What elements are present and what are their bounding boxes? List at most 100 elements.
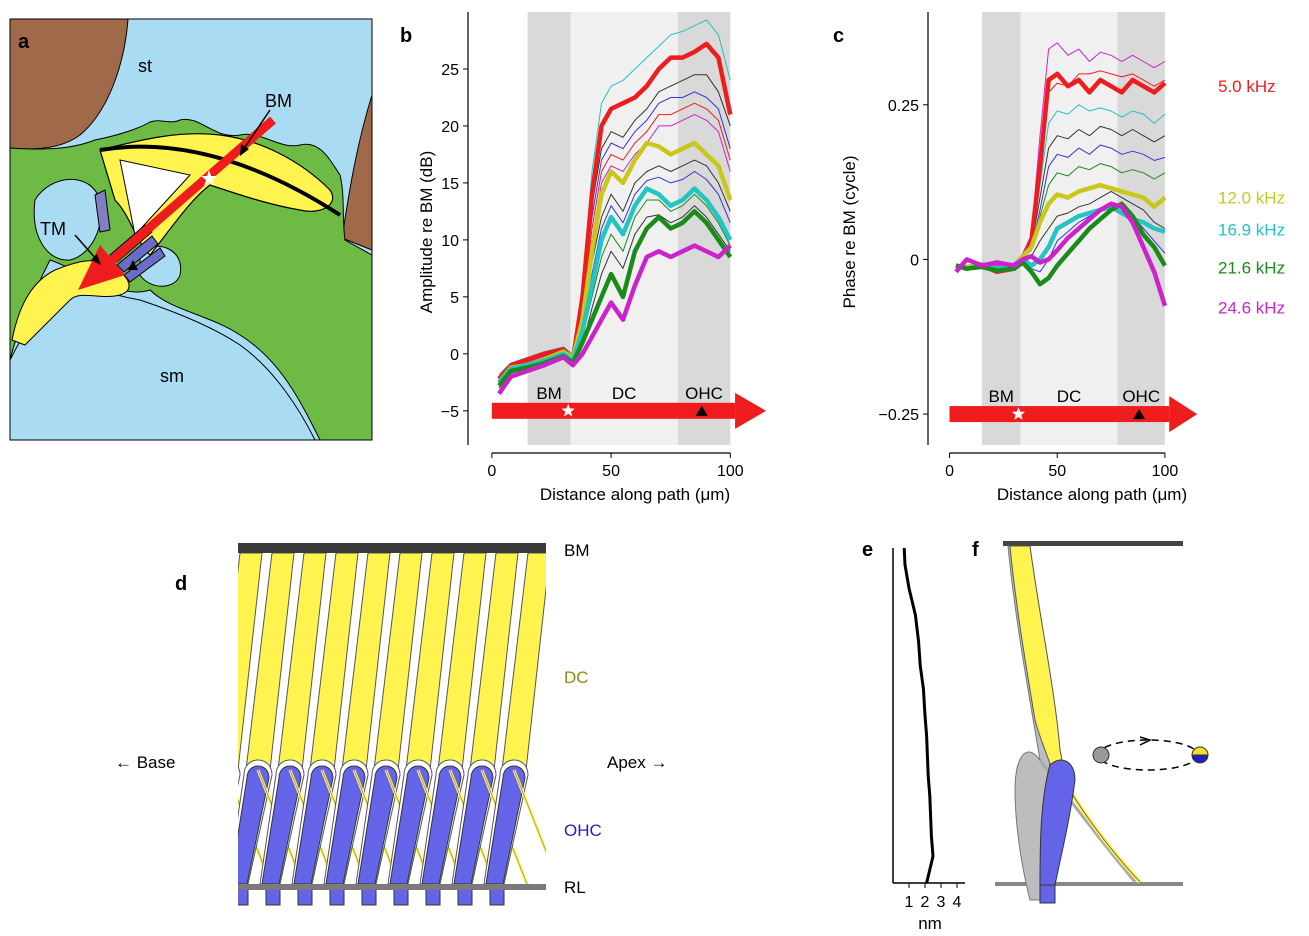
label-dc: DC [564,668,589,687]
ohc-stereocilia [394,888,408,905]
region-label-bm: BM [536,384,562,403]
region-label-ohc: OHC [1122,387,1160,406]
legend-label-24.6khz: 24.6 kHz [1218,299,1285,318]
label-bm: BM [265,91,292,111]
ohc-cup [164,760,208,884]
y-tick-label: 15 [441,176,459,193]
label-apex: Apex → [607,753,667,772]
outer-hair-cell [134,766,173,884]
rl-bar [995,882,1183,886]
region-label-ohc: OHC [685,384,723,403]
ohc-stereocilia [170,888,184,905]
panel-label-e: e [862,539,873,561]
ohc-cup [132,760,176,884]
panel-f: f [972,539,1208,903]
ohc-stereocilia [490,888,504,905]
ohc-stereocilia [202,888,216,905]
x-tick-label: 0 [487,463,496,480]
legend-label-16.9khz: 16.9 kHz [1218,221,1285,240]
label-bm: BM [564,541,590,560]
y-tick-label: 25 [441,62,459,79]
ohc-stereocilia [266,888,280,905]
x-tick-label: 100 [717,463,744,480]
panel-label-c: c [833,25,844,47]
panel-label-d: d [175,573,187,595]
x-tick-label: 50 [602,463,620,480]
rl-bar [238,884,546,890]
region-bm [528,12,571,445]
y-tick-label: 0 [910,252,919,269]
panel-d: d BM DC OHC RL ← Base Apex → [115,541,667,905]
panel-label-f: f [972,539,979,561]
y-axis-label: Phase re BM (cycle) [840,155,859,308]
y-tick-label: 0.25 [888,98,919,115]
y-tick-label: −5 [441,404,459,421]
region-label-dc: DC [1057,387,1082,406]
label-sm: sm [160,366,184,386]
ohc-stereocilia [138,888,152,905]
trajectory-point-yellow-half [1192,747,1208,755]
trajectory-point-blue-half [1192,755,1208,763]
x-tick-label: 3 [937,894,946,911]
deiters-cell-body [182,553,230,770]
path-arrow-head [735,393,766,429]
outer-hair-cell [198,766,237,884]
x-tick-label: 0 [945,463,954,480]
x-axis-label: Distance along path (μm) [997,485,1187,504]
deiters-cell-body [150,553,198,770]
ohc-stereocilia [362,888,376,905]
x-tick-label: 2 [921,894,930,911]
bm-bar [1003,541,1183,546]
panel-c-chart: c Phase re BM (cycle) Distance along pat… [833,12,1285,504]
panel-label-b: b [400,25,412,47]
ohc-stereocilia [330,888,344,905]
y-tick-label: 0 [450,347,459,364]
label-base: ← Base [115,753,175,772]
panel-a: a st BM TM sm [10,19,372,440]
ohc-stereocilia [298,888,312,905]
ohc-stereocilia [458,888,472,905]
trajectory-point-grey [1093,747,1109,763]
path-arrow-head [1169,396,1197,432]
x-axis-label: Distance along path (μm) [540,485,730,504]
x-tick-label: 50 [1048,463,1066,480]
displacement-profile-line [904,548,933,883]
label-rl: RL [564,878,586,897]
label-tm: TM [40,219,66,239]
x-tick-label: 100 [1152,463,1179,480]
label-ohc: OHC [564,821,602,840]
trajectory-ellipse [1098,740,1198,770]
legend-label-5.0khz: 5.0 kHz [1218,77,1276,96]
ohc-stereocilia [234,888,248,905]
phalangeal-process-outline [194,770,239,884]
region-dc [1021,12,1118,445]
region-label-bm: BM [988,387,1014,406]
region-bm [982,12,1021,445]
ohc-cup [196,760,240,884]
x-axis-label: nm [918,914,942,931]
phalangeal-process-outline [162,770,207,884]
region-label-dc: DC [612,384,637,403]
y-tick-label: −0.25 [879,407,920,424]
phalangeal-process [162,770,207,884]
bm-bar [238,543,546,553]
panel-b-chart: b Amplitude re BM (dB) Distance along pa… [400,12,766,504]
panel-label-a: a [18,31,30,53]
label-st: st [138,56,152,76]
y-tick-label: 5 [450,290,459,307]
deiters-cell [1010,546,1062,780]
x-tick-label: 1 [905,894,914,911]
trajectory-direction-arrow [1140,737,1150,745]
y-tick-label: 10 [441,233,459,250]
x-tick-label: 4 [953,894,962,911]
legend-label-12.0khz: 12.0 kHz [1218,189,1285,208]
ohc-stereocilia [1040,885,1055,903]
phalangeal-process [194,770,239,884]
outer-hair-cell [166,766,205,884]
legend-label-21.6khz: 21.6 kHz [1218,258,1285,277]
ohc-stereocilia [426,888,440,905]
y-tick-label: 20 [441,119,459,136]
y-axis-label: Amplitude re BM (dB) [417,151,436,314]
